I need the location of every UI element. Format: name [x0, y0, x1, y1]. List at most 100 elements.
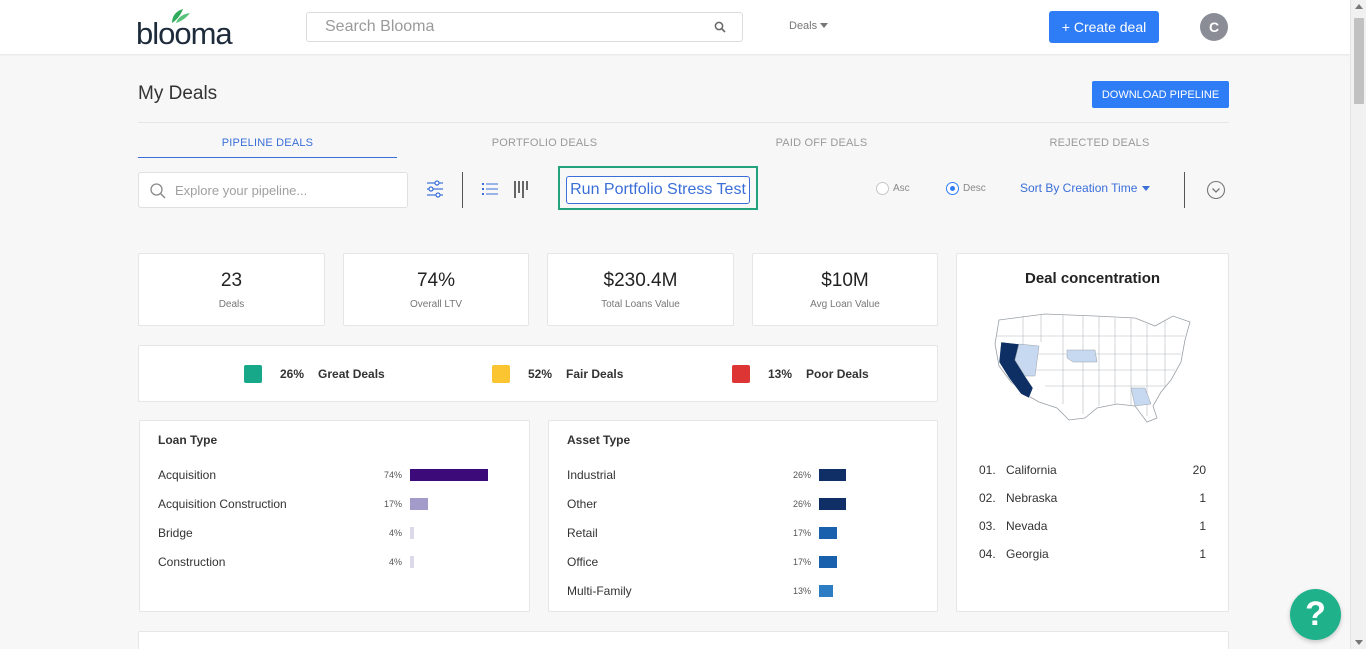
pipeline-search[interactable] [138, 172, 408, 208]
create-deal-button[interactable]: + Create deal [1049, 11, 1159, 43]
top-header: blooma Deals + Create deal C [0, 0, 1350, 54]
radio-circle-selected[interactable] [946, 182, 959, 195]
scrollbar-thumb[interactable] [1354, 18, 1364, 104]
quality-label: Fair Deals [566, 367, 624, 381]
stat-label: Deals [218, 299, 245, 310]
asset-type-name: Retail [567, 526, 598, 540]
list-view-icon[interactable] [482, 182, 498, 196]
download-pipeline-button[interactable]: DOWNLOAD PIPELINE [1092, 81, 1229, 108]
asset-type-bar[interactable] [819, 498, 846, 510]
avatar[interactable]: C [1200, 13, 1228, 41]
global-search[interactable] [306, 12, 743, 42]
state-rank: 01. [979, 463, 996, 477]
georgia-region[interactable] [1130, 387, 1152, 407]
loan-type-row: Bridge 4% [158, 525, 518, 541]
nebraska-region[interactable] [1066, 349, 1098, 363]
quality-label: Poor Deals [806, 367, 869, 381]
asset-type-row: Industrial 26% [567, 467, 927, 483]
tab-portfolio-deals[interactable]: PORTFOLIO DEALS [491, 137, 598, 149]
panel-title: Loan Type [158, 433, 218, 447]
us-map[interactable] [985, 306, 1195, 436]
stress-test-highlight: Run Portfolio Stress Test [558, 166, 758, 210]
state-name: Nebraska [1006, 491, 1058, 505]
stat-label: Overall LTV [409, 299, 463, 310]
loan-type-bar[interactable] [410, 469, 488, 481]
stat-card-total-loans: $230.4M Total Loans Value [547, 253, 734, 326]
legend-swatch [492, 365, 510, 383]
asset-type-row: Other 26% [567, 496, 927, 512]
sort-by-dropdown[interactable]: Sort By Creation Time [1020, 181, 1151, 195]
run-stress-test-button[interactable]: Run Portfolio Stress Test [566, 176, 750, 204]
loan-type-name: Acquisition Construction [158, 497, 287, 511]
blooma-logo[interactable]: blooma [136, 8, 236, 51]
tab-rejected-deals[interactable]: REJECTED DEALS [1049, 137, 1150, 149]
nevada-region[interactable] [1014, 343, 1040, 377]
stat-value: $230.4M [603, 270, 678, 291]
state-rank: 04. [979, 547, 996, 561]
loan-type-row: Construction 4% [158, 554, 518, 570]
loan-type-name: Construction [158, 555, 226, 569]
deals-menu[interactable]: Deals [789, 20, 829, 32]
stat-label: Total Loans Value [601, 299, 680, 310]
filter-sliders-icon[interactable] [426, 180, 444, 198]
stat-value: 74% [416, 270, 456, 291]
tab-pipeline-deals[interactable]: PIPELINE DEALS [221, 137, 314, 149]
tab-paid-off-deals[interactable]: PAID OFF DEALS [775, 137, 868, 149]
page-scrollbar[interactable] [1350, 0, 1366, 649]
next-section-card [138, 631, 1229, 649]
asset-type-row: Office 17% [567, 554, 927, 570]
stat-value: 23 [220, 270, 243, 291]
state-count: 1 [1199, 547, 1206, 561]
asset-type-row: Multi-Family 13% [567, 583, 927, 599]
expand-circle-icon[interactable] [1206, 180, 1226, 200]
loan-type-bar[interactable] [410, 527, 415, 539]
loan-type-pct: 74% [383, 470, 402, 480]
asset-type-pct: 17% [792, 528, 811, 538]
asset-type-name: Other [567, 497, 598, 511]
loan-type-pct: 4% [388, 557, 402, 567]
asset-type-bar[interactable] [819, 585, 833, 597]
loan-type-name: Bridge [158, 526, 193, 540]
chevron-down-icon [1142, 186, 1151, 191]
loan-type-name: Acquisition [158, 468, 217, 482]
board-view-icon[interactable] [514, 181, 528, 198]
state-rank: 02. [979, 491, 996, 505]
scroll-up-icon[interactable] [1355, 4, 1363, 9]
loan-type-pct: 17% [383, 499, 402, 509]
quality-pct: 13% [768, 367, 793, 381]
asset-type-pct: 26% [792, 499, 811, 509]
loan-type-row: Acquisition Construction 17% [158, 496, 518, 512]
scroll-down-icon[interactable] [1355, 640, 1363, 645]
chevron-down-icon [820, 23, 829, 28]
asset-type-pct: 13% [792, 586, 811, 596]
asset-type-bar[interactable] [819, 469, 846, 481]
search-icon [150, 183, 166, 199]
quality-great: 26% Great Deals [244, 365, 385, 383]
panel-title: Deal concentration [1024, 270, 1161, 287]
pipeline-search-input[interactable] [175, 181, 395, 199]
state-count: 20 [1192, 463, 1206, 477]
stat-card-avg-loan: $10M Avg Loan Value [752, 253, 938, 326]
loan-type-pct: 4% [388, 528, 402, 538]
state-rank: 03. [979, 519, 996, 533]
sort-desc-radio[interactable]: Desc [946, 182, 986, 195]
stat-label: Avg Loan Value [810, 299, 880, 310]
global-search-input[interactable] [325, 13, 715, 41]
state-count: 1 [1199, 491, 1206, 505]
toolbar-divider [1184, 172, 1185, 208]
legend-swatch [244, 365, 262, 383]
sort-asc-radio[interactable]: Asc [876, 182, 910, 195]
stat-value: $10M [821, 270, 869, 291]
search-icon[interactable] [714, 21, 726, 33]
loan-type-bar[interactable] [410, 498, 428, 510]
loan-type-bar[interactable] [410, 556, 415, 568]
asset-type-bar[interactable] [819, 527, 837, 539]
active-tab-indicator [138, 157, 397, 158]
asset-type-bar[interactable] [819, 556, 837, 568]
page-title: My Deals [138, 83, 218, 104]
state-name: Nevada [1006, 519, 1048, 533]
radio-circle[interactable] [876, 182, 889, 195]
help-button[interactable]: ? [1290, 589, 1341, 640]
asset-type-card: Asset Type Industrial 26% Other 26% Retail 17… [548, 420, 938, 612]
panel-title: Asset Type [567, 433, 631, 447]
